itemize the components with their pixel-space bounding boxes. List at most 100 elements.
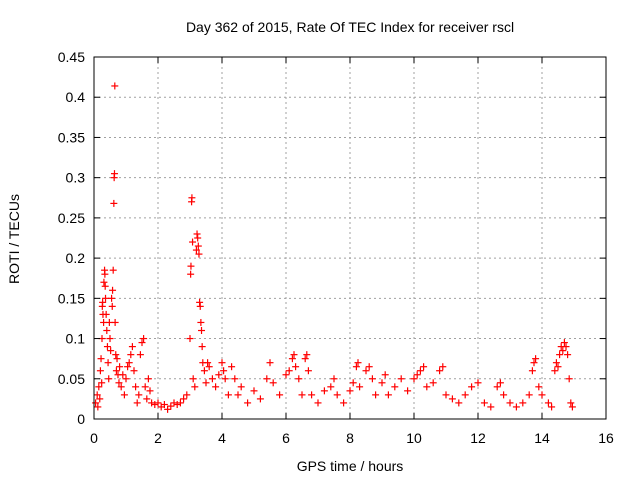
data-point — [346, 387, 354, 395]
x-tick-label: 14 — [534, 430, 550, 446]
data-point — [362, 367, 370, 375]
data-point — [455, 399, 463, 407]
data-point — [196, 302, 204, 310]
data-point — [92, 399, 100, 407]
data-point — [127, 351, 135, 359]
data-point — [544, 399, 552, 407]
data-point — [560, 339, 568, 347]
data-point — [413, 371, 421, 379]
data-point — [295, 375, 303, 383]
data-point — [133, 399, 141, 407]
data-point — [189, 375, 197, 383]
data-point — [552, 359, 560, 367]
data-point — [102, 294, 110, 302]
data-point — [538, 391, 546, 399]
data-point — [378, 379, 386, 387]
data-point — [410, 375, 418, 383]
data-point — [535, 383, 543, 391]
data-point — [93, 391, 101, 399]
data-point — [237, 383, 245, 391]
data-point — [151, 401, 159, 409]
data-point — [208, 375, 216, 383]
data-point — [528, 367, 536, 375]
data-point — [205, 363, 213, 371]
data-point — [101, 282, 109, 290]
data-point — [256, 395, 264, 403]
data-point — [196, 298, 204, 306]
data-point — [304, 367, 312, 375]
data-point — [115, 379, 123, 387]
data-point — [141, 383, 149, 391]
data-point — [154, 399, 162, 407]
data-point — [263, 375, 271, 383]
data-point — [468, 383, 476, 391]
x-tick-label: 12 — [470, 430, 486, 446]
x-axis-label: GPS time / hours — [297, 458, 404, 474]
y-tick-label: 0.4 — [66, 89, 86, 105]
data-point — [186, 335, 194, 343]
data-point — [423, 383, 431, 391]
data-point — [194, 242, 202, 250]
data-point — [384, 391, 392, 399]
data-point — [173, 401, 181, 409]
data-point — [320, 387, 328, 395]
data-point — [193, 230, 201, 238]
y-tick-label: 0.15 — [58, 290, 85, 306]
data-point — [354, 359, 362, 367]
data-point — [333, 391, 341, 399]
data-point — [105, 375, 113, 383]
y-tick-label: 0.25 — [58, 210, 85, 226]
data-point — [308, 391, 316, 399]
data-point — [135, 391, 143, 399]
y-tick-label: 0 — [77, 411, 85, 427]
data-point — [138, 339, 146, 347]
y-tick-label: 0.45 — [58, 49, 85, 65]
data-point — [448, 395, 456, 403]
data-point — [500, 391, 508, 399]
data-point — [276, 391, 284, 399]
data-point — [506, 399, 514, 407]
data-point — [372, 391, 380, 399]
data-point — [194, 234, 202, 242]
data-point — [160, 401, 168, 409]
data-point — [204, 359, 212, 367]
y-tick-label: 0.1 — [66, 331, 86, 347]
data-point — [568, 403, 576, 411]
data-point — [113, 355, 121, 363]
data-point — [96, 367, 104, 375]
data-point — [167, 402, 175, 410]
data-point — [314, 399, 322, 407]
tick-layer: 0 2 4 6 8 10 12 14 16 0 0.05 0.1 0.15 0.2 0.25 0.3 0.35 0… — [58, 49, 614, 446]
data-point — [474, 379, 482, 387]
data-point — [95, 383, 103, 391]
data-point — [125, 359, 133, 367]
data-point — [519, 399, 527, 407]
data-point — [368, 375, 376, 383]
data-point — [330, 375, 338, 383]
data-point — [556, 351, 564, 359]
x-tick-label: 8 — [346, 430, 354, 446]
x-tick-label: 0 — [90, 430, 98, 446]
data-point — [109, 286, 117, 294]
data-point — [107, 347, 115, 355]
y-tick-label: 0.35 — [58, 129, 85, 145]
y-axis-label: ROTI / TECUs — [6, 194, 22, 284]
x-tick-label: 16 — [598, 430, 614, 446]
data-point — [493, 383, 501, 391]
data-point — [303, 351, 311, 359]
data-point — [102, 310, 110, 318]
data-point — [288, 355, 296, 363]
data-point — [176, 399, 184, 407]
data-point — [530, 359, 538, 367]
x-tick-label: 4 — [218, 430, 226, 446]
data-point — [269, 379, 277, 387]
data-point — [381, 371, 389, 379]
x-tick-label: 6 — [282, 430, 290, 446]
data-point — [111, 318, 119, 326]
data-point — [285, 367, 293, 375]
data-point — [340, 399, 348, 407]
data-point — [189, 238, 197, 246]
data-point — [420, 363, 428, 371]
